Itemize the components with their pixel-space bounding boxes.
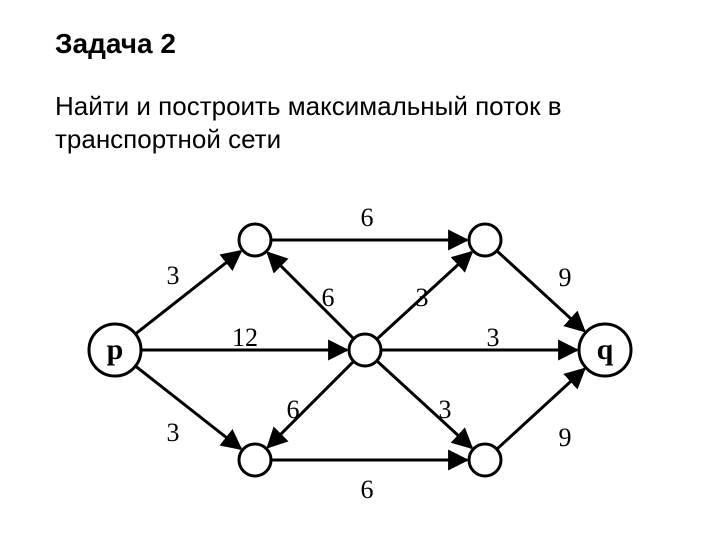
edge-weight-d-q: 9 <box>559 263 572 292</box>
edge-weight-c-d: 3 <box>416 283 429 312</box>
edge-weight-c-a: 6 <box>322 283 335 312</box>
edge-weight-a-d: 6 <box>361 203 374 232</box>
node-label-q: q <box>597 333 614 366</box>
edge-weight-c-b: 6 <box>287 395 300 424</box>
graph-svg: 3 3 12 6 6 6 6 3 3 3 9 9 p q <box>55 180 675 520</box>
edge-weight-c-q: 3 <box>487 323 500 352</box>
edge-p-b <box>135 366 240 449</box>
edge-p-a <box>135 251 240 334</box>
transport-network-graph: 3312666633399 pq <box>55 180 615 500</box>
edge-weight-p-b: 3 <box>167 418 180 447</box>
edge-weight-e-q: 9 <box>559 423 572 452</box>
node-c <box>349 334 381 366</box>
task-body: Найти и построить максимальный поток в т… <box>55 90 615 155</box>
edge-weight-c-e: 3 <box>439 395 452 424</box>
edge-c-e <box>377 361 472 448</box>
edge-c-a <box>268 253 354 339</box>
task-title: Задача 2 <box>55 28 176 60</box>
edge-weight-p-a: 3 <box>167 261 180 290</box>
node-d <box>469 224 501 256</box>
edge-weight-b-e: 6 <box>361 475 374 504</box>
page: Задача 2 Найти и построить максимальный … <box>0 0 720 540</box>
node-label-p: p <box>107 333 124 366</box>
node-b <box>239 444 271 476</box>
edge-c-b <box>268 361 354 447</box>
node-a <box>239 224 271 256</box>
node-e <box>469 444 501 476</box>
edge-weight-p-c: 12 <box>232 323 258 352</box>
